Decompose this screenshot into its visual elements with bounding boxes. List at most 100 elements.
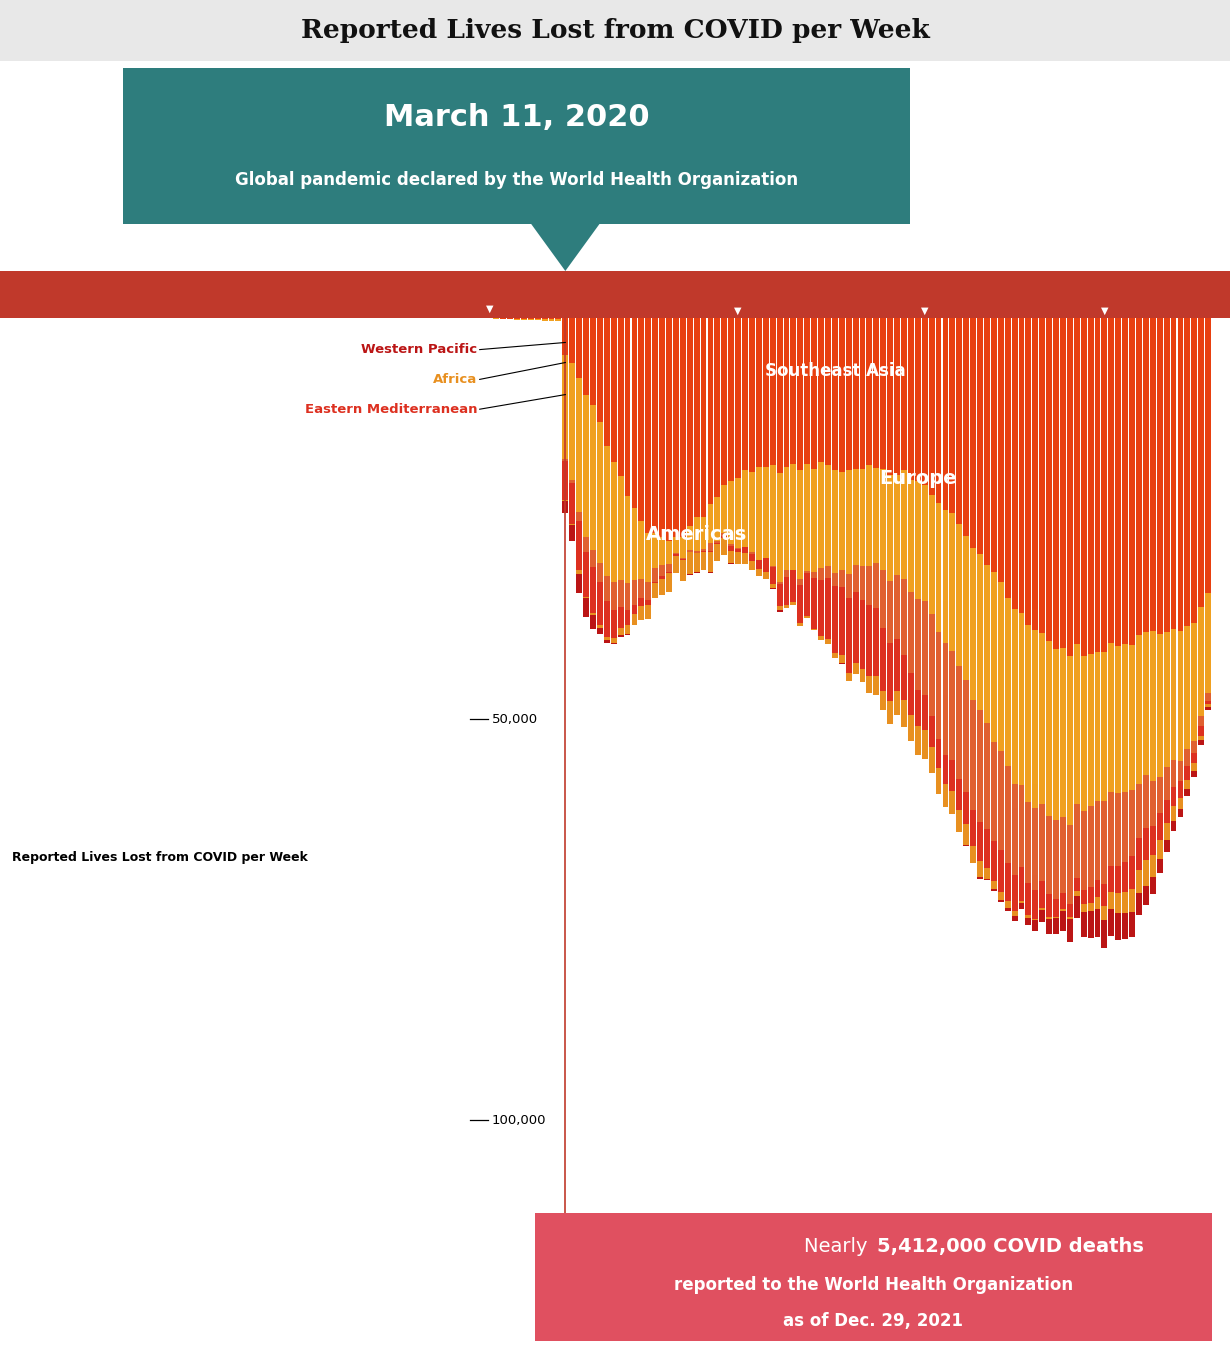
Bar <box>1081 904 1086 912</box>
Bar <box>929 715 935 747</box>
Bar <box>736 318 740 478</box>
Bar <box>825 579 831 640</box>
Bar <box>950 318 956 514</box>
Bar <box>631 318 637 508</box>
Bar <box>812 572 817 579</box>
Bar <box>1116 893 1122 913</box>
Bar <box>763 572 769 579</box>
Bar <box>1011 916 1017 921</box>
Bar <box>1150 780 1156 825</box>
Bar <box>1081 318 1086 656</box>
Bar <box>611 638 616 644</box>
Bar <box>1177 809 1183 817</box>
Bar <box>915 318 921 481</box>
Bar <box>1129 790 1135 856</box>
Bar <box>1156 318 1162 634</box>
Bar <box>549 318 555 321</box>
Bar <box>604 446 610 576</box>
Bar <box>742 318 748 470</box>
Bar <box>707 504 713 542</box>
Bar <box>791 318 796 463</box>
Bar <box>736 478 740 547</box>
Bar <box>1156 859 1162 874</box>
Bar <box>1087 902 1093 911</box>
Bar <box>1018 318 1025 614</box>
Bar <box>686 318 692 526</box>
Bar <box>617 580 624 607</box>
Bar <box>784 467 790 570</box>
Text: ▼: ▼ <box>921 306 929 316</box>
Bar <box>1192 771 1197 778</box>
Bar <box>984 829 990 869</box>
Bar <box>873 676 879 695</box>
Bar <box>887 644 893 702</box>
Bar <box>583 538 589 551</box>
Bar <box>825 566 831 579</box>
Bar <box>1116 866 1122 893</box>
Bar <box>770 318 776 465</box>
Bar <box>1081 912 1086 938</box>
Bar <box>1129 912 1135 936</box>
Bar <box>1026 915 1031 917</box>
Bar <box>611 581 616 610</box>
Bar <box>970 318 977 547</box>
Bar <box>590 615 595 629</box>
Bar <box>1047 318 1052 641</box>
Bar <box>957 318 962 524</box>
Bar <box>1074 878 1080 892</box>
Bar <box>1066 318 1073 656</box>
Bar <box>894 474 900 575</box>
Bar <box>797 579 803 584</box>
Bar <box>1018 785 1025 867</box>
Text: Africa: Africa <box>433 373 477 386</box>
Bar <box>763 318 769 467</box>
Bar <box>667 318 672 541</box>
Bar <box>659 579 665 595</box>
Bar <box>818 580 824 635</box>
Bar <box>1150 631 1156 780</box>
Text: as of Dec. 29, 2021: as of Dec. 29, 2021 <box>784 1312 963 1329</box>
Bar <box>1087 806 1093 886</box>
Bar <box>1102 905 1107 920</box>
Bar <box>728 550 734 562</box>
Bar <box>866 318 872 465</box>
Bar <box>1137 839 1141 870</box>
Bar <box>1005 901 1011 908</box>
Bar <box>562 459 568 461</box>
Bar <box>1026 625 1031 802</box>
Bar <box>839 472 845 569</box>
Bar <box>1081 890 1086 904</box>
Bar <box>646 600 651 604</box>
Bar <box>846 573 851 598</box>
Bar <box>1143 775 1149 828</box>
Bar <box>562 318 568 355</box>
Bar <box>1137 318 1141 635</box>
Bar <box>1143 860 1149 886</box>
Bar <box>1066 656 1073 825</box>
Bar <box>804 463 811 570</box>
Bar <box>977 877 983 878</box>
Bar <box>1047 919 1052 934</box>
Bar <box>1060 648 1066 817</box>
Bar <box>921 485 927 600</box>
Bar <box>1011 610 1017 785</box>
Bar <box>569 524 576 541</box>
Bar <box>998 751 1004 851</box>
Bar <box>1047 894 1052 917</box>
Bar <box>1095 652 1101 801</box>
Bar <box>1066 916 1073 919</box>
Bar <box>652 568 658 581</box>
Bar <box>625 610 631 625</box>
Bar <box>1039 908 1046 911</box>
Bar <box>535 318 541 321</box>
Bar <box>652 318 658 533</box>
Bar <box>1137 893 1141 915</box>
Bar <box>625 583 631 610</box>
Bar <box>1150 878 1156 894</box>
Bar <box>728 318 734 481</box>
Bar <box>646 604 651 619</box>
Bar <box>1205 593 1212 692</box>
Bar <box>617 607 624 629</box>
Bar <box>1122 318 1128 645</box>
Bar <box>638 598 645 606</box>
